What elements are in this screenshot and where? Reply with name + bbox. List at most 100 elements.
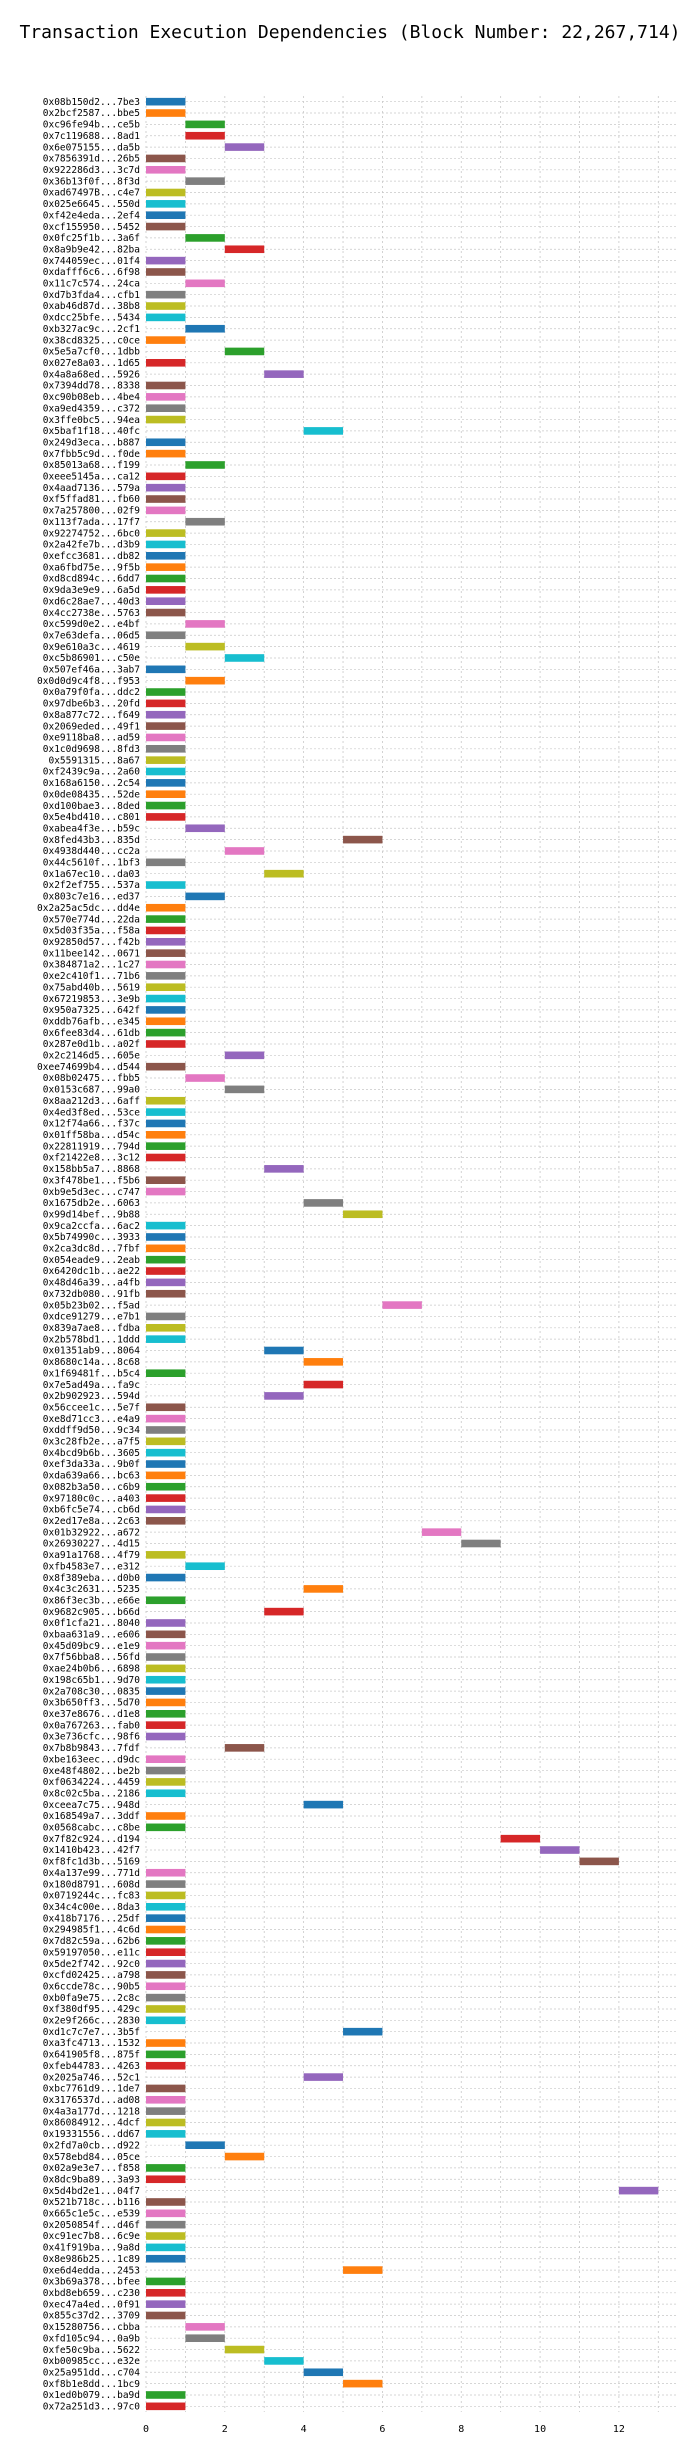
bar-0x9da3e9e9...6a5d [146,586,186,594]
bar-0x1410b423...42f7 [540,1846,580,1854]
bar-0xf2439c9a...2a60 [146,767,186,776]
tick-label: 0xa91a1768...4f79 [43,1550,141,1561]
bar-0x4a137e99...771d [146,1868,186,1877]
tick-label: 0x113f7ada...17f7 [43,517,140,528]
bar-0x1f69481f...b5c4 [146,1369,186,1378]
bar-0xe8d71cc3...e4a9 [146,1414,186,1423]
tick-label: 0xddff9d50...9c34 [43,1425,141,1436]
tick-label: 0x3b650ff3...5d70 [43,1698,141,1709]
tick-label: 0xae24b0b6...6898 [43,1664,141,1675]
tick-label: 0x665c1e5c...e539 [43,2209,141,2220]
tick-label: 0xd7b3fda4...cfb1 [43,290,141,301]
tick-label: 0x85013a68...f199 [43,460,141,471]
bar-0x7d82c59a...62b6 [146,1937,186,1945]
bar-0x12f74a66...f37c [146,1119,186,1128]
bar-0xe6d4edda...2453 [343,2266,383,2274]
bar-0x02a9e3e7...f858 [146,2164,186,2172]
tick-label: 0x7f56bba8...56fd [43,1652,140,1663]
bar-0x11c7c574...24ca [185,279,225,288]
tick-label: 0x3b69a378...bfee [43,2277,141,2288]
tick-label: 0x02a9e3e7...f858 [43,2163,141,2174]
tick-label: 0xf21422e8...3c12 [43,1153,140,1164]
tick-label: 0xddb76afb...e345 [43,1016,140,1027]
tick-label: 0x2b578bd1...1ddd [43,1334,140,1345]
bar-0x0d0d9c4f8...f953 [185,676,225,685]
bar-0xb00985cc...e32e [264,2357,304,2365]
tick-label: 0x8680c14a...8c68 [43,1357,141,1368]
bar-0x839a7ae8...fdba [146,1323,186,1332]
bar-0x2a708c30...0835 [146,1687,186,1695]
tick-label: 0xdce91279...e7b1 [43,1312,141,1323]
tick-label: 0x521b718c...b116 [43,2197,141,2208]
tick-label: 0xc90b08eb...4be4 [43,392,141,403]
tick-label: 0x08b150d2...7be3 [43,97,140,108]
bar-0xb327ac9c...2cf1 [185,324,225,333]
bar-0xdce91279...e7b1 [146,1312,186,1321]
tick-label: 0x2a42fe7b...d3b9 [43,540,141,551]
tick-label: 0x744059ec...01f4 [43,256,141,267]
bar-0xf42e4eda...2ef4 [146,211,186,220]
chart-title: Transaction Execution Dependencies (Bloc… [19,22,681,43]
tick-label: 0xfeb44783...4263 [43,2061,140,2072]
tick-label: 0xa6fbd75e...9f5b [43,562,141,573]
tick-label: 0xe6d4edda...2453 [43,2265,140,2276]
tick-label: 0xcfd02425...a798 [43,1970,141,1981]
tick-label: 0xefcc3681...db82 [43,551,140,562]
bar-0x4938d440...cc2a [224,847,265,855]
tick-label: 0x2fd7a0cb...d922 [43,2140,140,2151]
tick-label: 0x01b32922...a672 [43,1527,140,1538]
bar-0x45d09bc9...e1e9 [146,1641,186,1650]
bar-0xab46d87d...38b8 [146,302,186,310]
bar-0x8c02c5ba...2186 [146,1789,186,1798]
bar-0x8e986b25...1c89 [146,2254,186,2263]
bar-0xddb76afb...e345 [146,1017,186,1026]
bar-0x1a67ec10...da03 [264,869,304,878]
tick-label: 0x3c28fb2e...a7f5 [43,1437,140,1448]
bar-0x418b7176...25df [146,1914,186,1922]
bar-0xbd8eb659...c230 [146,2288,186,2297]
tick-label: 0x0153c687...99a0 [43,1085,141,1096]
tick-label: 0x2a708c30...0835 [43,1686,140,1697]
tick-label: 0x9ca2ccfa...6ac2 [43,1221,140,1232]
bar-0x4aad7136...579a [146,483,186,492]
tick-label: 0xf5ffad81...fb60 [43,494,141,505]
tick-label: 0xd1c7c7e7...3b5f [43,2027,140,2038]
bar-0xc599d0e2...e4bf [185,620,225,628]
tick-label: 0x4ed3f8ed...53ce [43,1107,141,1118]
bar-0x6e075155...da5b [224,143,265,151]
tick-label: 0x7a257800...02f9 [43,506,141,517]
bar-0xf5ffad81...fb60 [146,495,186,503]
tick-label: 0x41f919ba...9a8d [43,2243,140,2254]
bar-0x8680c14a...8c68 [303,1358,344,1366]
tick-label: 0xfd105c94...0a9b [43,2333,141,2344]
x-tick-label: 10 [534,2424,546,2435]
tick-label: 0x2e9f266c...2830 [43,2016,141,2027]
tick-label: 0x25a951dd...c704 [43,2367,141,2378]
tick-label: 0x12f74a66...f37c [43,1119,140,1130]
bar-0x0a767263...fab0 [146,1721,186,1729]
bar-0x2ca3dc8d...7fbf [146,1244,186,1253]
bar-0xa91a1768...4f79 [146,1551,186,1559]
tick-label: 0x15280756...cbba [43,2322,140,2333]
bar-0xdafff6c6...6f98 [146,268,186,276]
tick-label: 0x2ed17e8a...2c63 [43,1516,140,1527]
tick-label: 0x4a137e99...771d [43,1868,140,1879]
tick-label: 0x839a7ae8...fdba [43,1323,140,1334]
bar-0xcf155950...5452 [146,222,186,231]
tick-label: 0x4938d440...cc2a [43,846,140,857]
tick-label: 0x8a877c72...f649 [43,710,141,721]
tick-label: 0x7e63defa...06d5 [43,630,140,641]
tick-label: 0x294985f1...4c6d [43,1925,140,1936]
bar-0xae24b0b6...6898 [146,1664,186,1673]
tick-label: 0x2a25ac5dc...dd4e [37,903,140,914]
bar-0x168549a7...3ddf [146,1812,186,1820]
tick-label: 0x97dbe6b3...20fd [43,699,140,710]
bar-0x15280756...cbba [185,2323,225,2331]
bar-0x249d3eca...b887 [146,438,186,447]
bar-0x86084912...4dcf [146,2118,186,2127]
tick-label: 0x0a767263...fab0 [43,1720,141,1731]
bar-0x8dc9ba89...3a93 [146,2175,186,2184]
tick-label: 0x4a8a68ed...5926 [43,369,141,380]
tick-label: 0xf2439c9a...2a60 [43,767,141,778]
bar-0x025e6645...550d [146,200,186,208]
